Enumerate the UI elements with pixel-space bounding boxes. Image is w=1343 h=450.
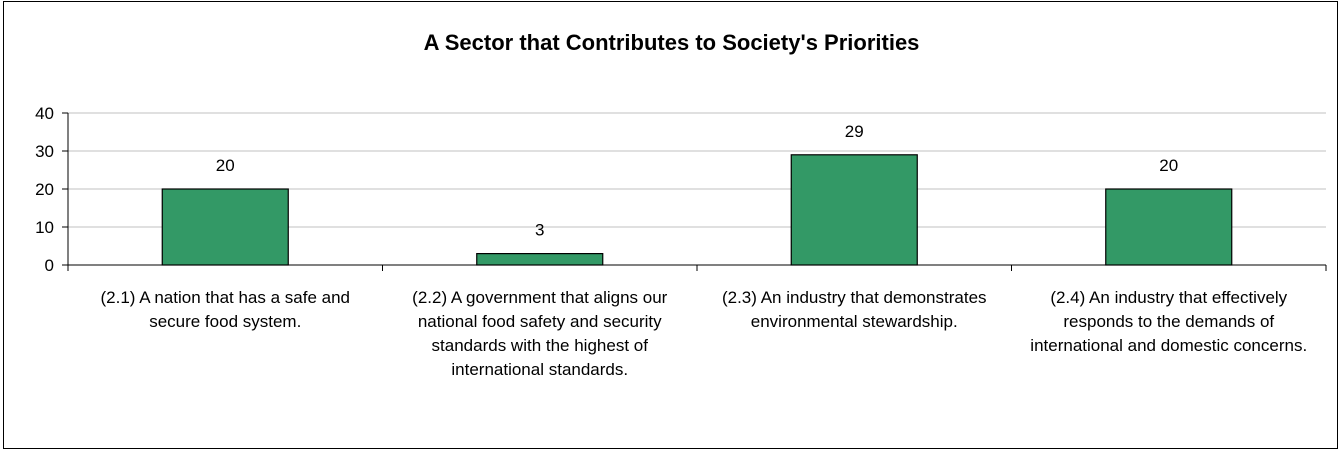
y-tick-label: 0 <box>45 256 54 275</box>
x-category-label: (2.3) An industry that demonstrates envi… <box>721 288 987 331</box>
data-label: 20 <box>1159 156 1178 175</box>
x-category-label: (2.1) A nation that has a safe and secur… <box>100 288 350 331</box>
data-label: 29 <box>845 122 864 141</box>
y-tick-label: 30 <box>35 142 54 161</box>
bar <box>161 188 289 266</box>
data-label: 3 <box>535 221 544 240</box>
x-category-label: (2.2) A government that aligns our natio… <box>412 288 668 379</box>
bar <box>476 253 604 266</box>
data-label: 20 <box>216 156 235 175</box>
y-tick-label: 20 <box>35 180 54 199</box>
y-tick-label: 40 <box>35 104 54 123</box>
bar <box>1105 188 1233 266</box>
bar <box>790 154 918 266</box>
x-category-label: (2.4) An industry that effectively respo… <box>1030 288 1308 355</box>
chart-title: A Sector that Contributes to Society's P… <box>423 30 920 55</box>
y-tick-label: 10 <box>35 218 54 237</box>
